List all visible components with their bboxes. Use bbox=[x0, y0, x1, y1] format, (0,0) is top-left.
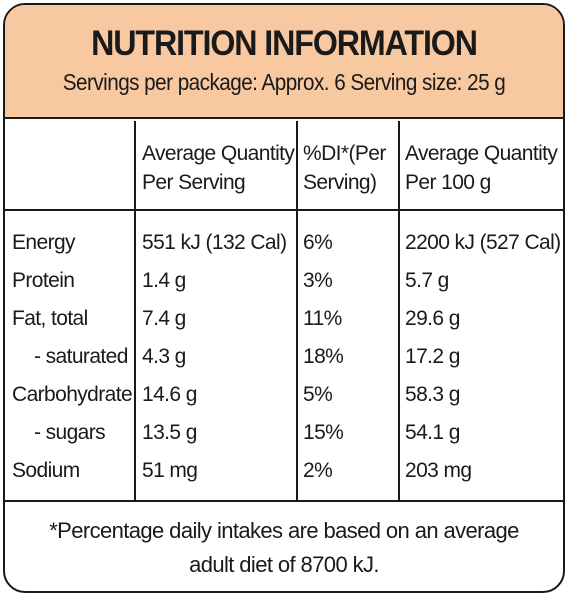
di-value: 6% bbox=[303, 231, 333, 254]
panel-header: NUTRITION INFORMATION Servings per packa… bbox=[5, 5, 563, 119]
nutrient-name: Energy bbox=[12, 231, 76, 254]
per-serving-value: 1.4 g bbox=[142, 269, 186, 292]
per-100g-value: 29.6 g bbox=[405, 307, 460, 330]
per-100g-value: 2200 kJ (527 Cal) bbox=[405, 231, 561, 254]
table-row: Carbohydrate 14.6 g 5% 58.3 g bbox=[5, 377, 563, 415]
footnote: *Percentage daily intakes are based on a… bbox=[5, 502, 563, 591]
header-divider bbox=[5, 209, 563, 211]
di-value: 5% bbox=[303, 383, 333, 406]
footer-divider bbox=[5, 500, 563, 502]
table-row: Energy 551 kJ (132 Cal) 6% 2200 kJ (527 … bbox=[5, 225, 563, 263]
per-100g-value: 54.1 g bbox=[405, 421, 460, 444]
nutrition-table: Average Quantity Per Serving %DI*(Per Se… bbox=[5, 121, 563, 502]
per-serving-value: 51 mg bbox=[142, 459, 198, 482]
nutrient-name: - saturated bbox=[34, 345, 128, 368]
table-row: Protein 1.4 g 3% 5.7 g bbox=[5, 263, 563, 301]
column-divider bbox=[296, 121, 298, 502]
table-row: Sodium 51 mg 2% 203 mg bbox=[5, 453, 563, 491]
nutrient-name: Sodium bbox=[12, 459, 80, 482]
per-100g-value: 5.7 g bbox=[405, 269, 449, 292]
di-value: 15% bbox=[303, 421, 344, 444]
table-row: - sugars 13.5 g 15% 54.1 g bbox=[5, 415, 563, 453]
column-header-per-100g: Average Quantity Per 100 g bbox=[405, 142, 558, 194]
per-serving-value: 551 kJ (132 Cal) bbox=[142, 231, 287, 254]
per-100g-value: 17.2 g bbox=[405, 345, 460, 368]
footnote-line: *Percentage daily intakes are based on a… bbox=[49, 518, 519, 543]
nutrient-name: - sugars bbox=[34, 421, 106, 444]
column-divider bbox=[134, 121, 136, 502]
per-serving-value: 7.4 g bbox=[142, 307, 186, 330]
column-header-di: %DI*(Per Serving) bbox=[303, 142, 386, 194]
table-row: Fat, total 7.4 g 11% 29.6 g bbox=[5, 301, 563, 339]
nutrient-name: Fat, total bbox=[12, 307, 88, 330]
nutrition-panel: NUTRITION INFORMATION Servings per packa… bbox=[3, 3, 565, 593]
di-value: 18% bbox=[303, 345, 344, 368]
table-row: - saturated 4.3 g 18% 17.2 g bbox=[5, 339, 563, 377]
per-100g-value: 58.3 g bbox=[405, 383, 460, 406]
column-divider bbox=[398, 121, 400, 502]
per-serving-value: 13.5 g bbox=[142, 421, 197, 444]
per-100g-value: 203 mg bbox=[405, 459, 472, 482]
di-value: 2% bbox=[303, 459, 333, 482]
nutrient-name: Protein bbox=[12, 269, 75, 292]
per-serving-value: 4.3 g bbox=[142, 345, 186, 368]
nutrient-name: Carbohydrate bbox=[12, 383, 133, 406]
per-serving-value: 14.6 g bbox=[142, 383, 197, 406]
di-value: 11% bbox=[303, 307, 342, 330]
column-header-per-serving: Average Quantity Per Serving bbox=[142, 142, 295, 194]
di-value: 3% bbox=[303, 269, 333, 292]
serving-info: Servings per package: Approx. 6 Serving … bbox=[62, 69, 506, 95]
footnote-line: adult diet of 8700 kJ. bbox=[189, 552, 379, 577]
panel-title: NUTRITION INFORMATION bbox=[91, 24, 478, 63]
